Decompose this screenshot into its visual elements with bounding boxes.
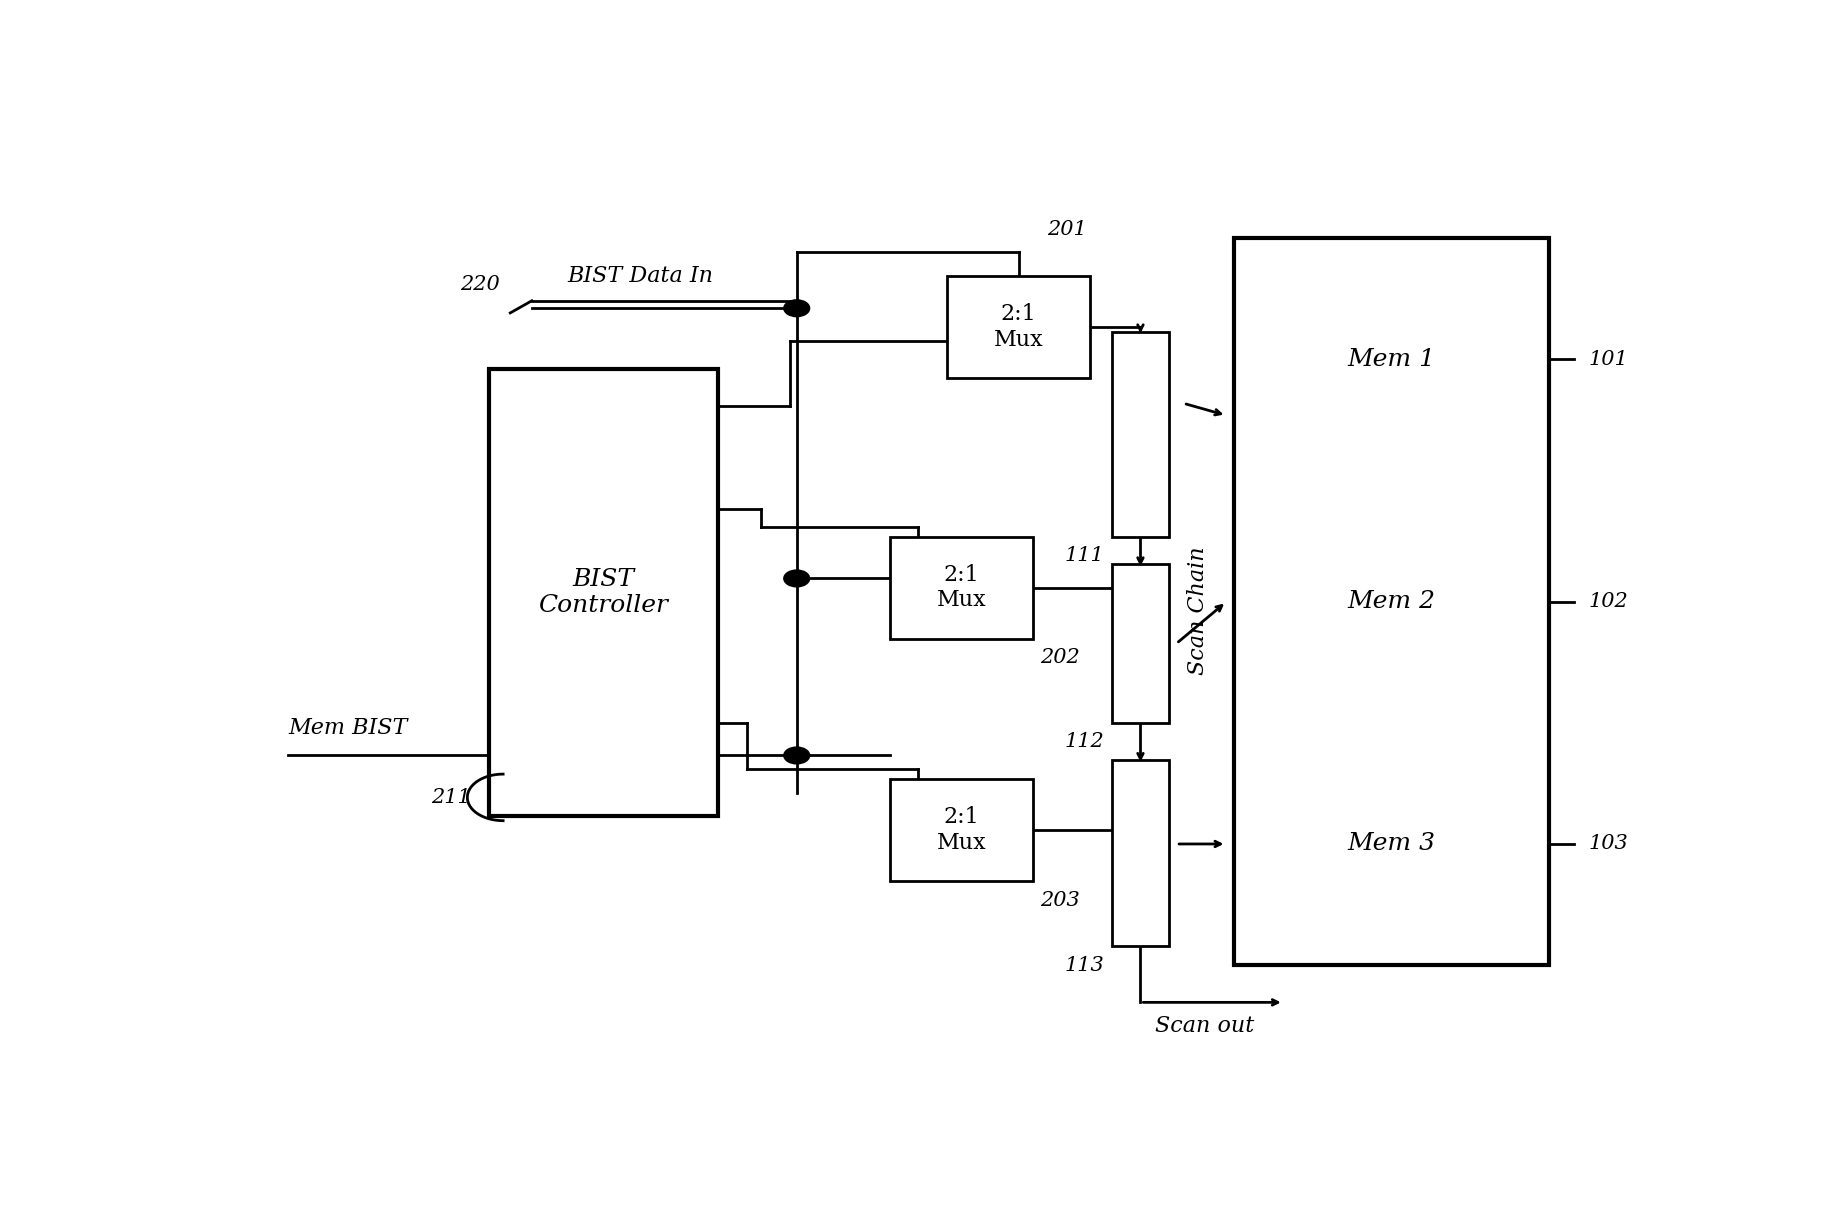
Text: 101: 101	[1589, 350, 1628, 369]
Text: 202: 202	[1040, 649, 1079, 668]
Bar	[891, 779, 1033, 881]
Text: 113: 113	[1064, 956, 1105, 975]
Bar	[948, 276, 1090, 378]
Text: Mem BIST: Mem BIST	[288, 716, 408, 738]
Text: Scan out: Scan out	[1155, 1015, 1255, 1037]
Circle shape	[784, 747, 809, 764]
Text: 203: 203	[1040, 891, 1079, 910]
Text: BIST
Controller: BIST Controller	[538, 567, 669, 617]
Text: 111: 111	[1064, 546, 1105, 565]
Text: 102: 102	[1589, 592, 1628, 611]
Circle shape	[784, 570, 809, 587]
Text: 211: 211	[431, 788, 471, 807]
Circle shape	[784, 300, 809, 317]
Text: Mem 1: Mem 1	[1347, 348, 1436, 371]
Text: 220: 220	[460, 276, 501, 294]
Bar	[891, 536, 1033, 639]
Text: 2:1
Mux: 2:1 Mux	[994, 304, 1044, 351]
Bar	[1112, 564, 1170, 722]
Bar	[488, 369, 717, 816]
Text: Mem 2: Mem 2	[1347, 590, 1436, 613]
Text: BIST Data In: BIST Data In	[567, 265, 713, 287]
Text: 103: 103	[1589, 835, 1628, 853]
Bar	[1112, 332, 1170, 536]
Text: 2:1
Mux: 2:1 Mux	[937, 564, 987, 611]
Text: 2:1
Mux: 2:1 Mux	[937, 806, 987, 854]
Bar	[1234, 238, 1549, 966]
Text: Mem 3: Mem 3	[1347, 832, 1436, 855]
Bar	[1112, 760, 1170, 946]
Text: 201: 201	[1048, 219, 1087, 238]
Text: Scan Chain: Scan Chain	[1186, 547, 1209, 675]
Text: 112: 112	[1064, 732, 1105, 751]
